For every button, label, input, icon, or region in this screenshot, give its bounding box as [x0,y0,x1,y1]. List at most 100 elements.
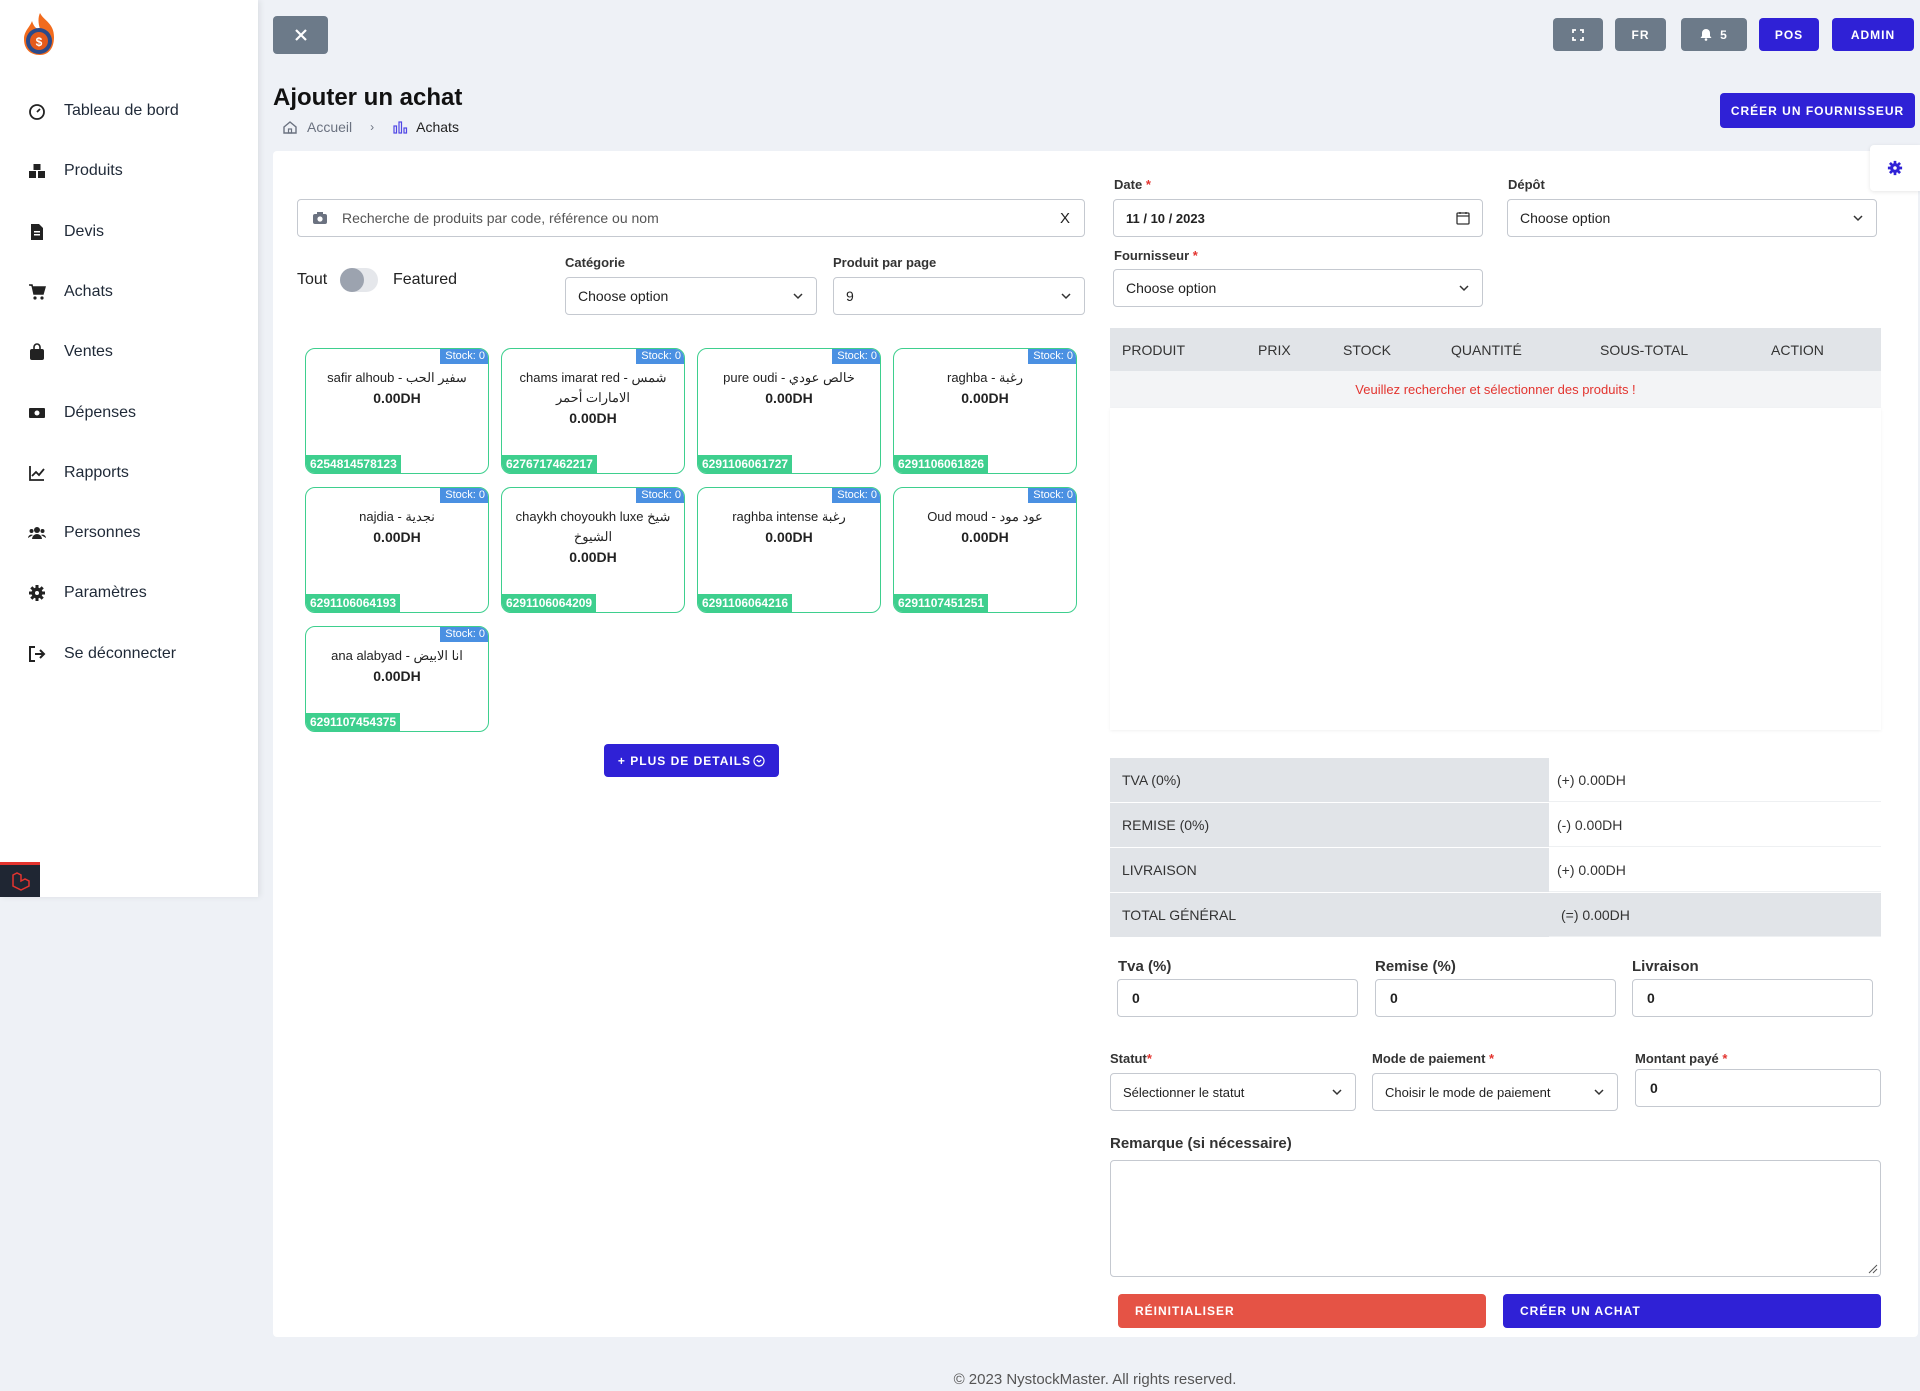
sidebar-item-sales[interactable]: Ventes [28,336,248,368]
pos-button[interactable]: POS [1759,18,1819,51]
close-sidebar-button[interactable] [273,16,328,54]
users-icon [28,527,46,539]
sidebar-item-expenses[interactable]: Dépenses [28,397,248,429]
product-name: najdia - نجدية [359,509,435,524]
home-icon [283,121,297,134]
notifications-button[interactable]: 5 [1681,18,1747,51]
remise-input[interactable]: 0 [1375,979,1616,1017]
supplier-label: Fournisseur * [1114,248,1198,263]
resize-handle-icon[interactable] [1866,1262,1878,1274]
create-supplier-button[interactable]: CRÉER UN FOURNISSEUR [1720,93,1915,128]
sidebar-item-label: Personnes [64,524,141,541]
theme-settings-button[interactable] [1870,145,1920,191]
language-button[interactable]: FR [1615,18,1666,51]
chevron-right-icon: › [370,120,375,134]
svg-text:$: $ [36,35,43,49]
products-table-body [1110,408,1881,730]
sidebar-item-people[interactable]: Personnes [28,517,248,549]
sidebar-item-label: Paramètres [64,584,147,601]
sidebar-item-products[interactable]: Produits [28,155,248,187]
app-logo[interactable]: $ [18,11,62,59]
fullscreen-button[interactable] [1553,18,1603,51]
gear-icon [1887,160,1903,176]
summary-value: (+) 0.00DH [1557,862,1626,878]
create-purchase-button[interactable]: CRÉER UN ACHAT [1503,1294,1881,1328]
sidebar-item-label: Ventes [64,343,113,360]
per-page-select[interactable]: 9 [833,277,1085,315]
product-card[interactable]: Stock: 0 raghba intense رغبة 0.00DH 6291… [697,487,881,613]
product-name: Oud moud - عود مود [927,509,1043,524]
payment-mode-label: Mode de paiement * [1372,1051,1495,1066]
chevron-down-icon [793,293,803,300]
chevron-down-icon [1853,215,1863,222]
sidebar: $ Tableau de bord Produits Devis Achats … [0,0,258,897]
product-name: chaykh choyoukh luxe شيخ الشيوخ [515,509,671,544]
supplier-select[interactable]: Choose option [1113,269,1483,307]
sidebar-item-logout[interactable]: Se déconnecter [28,638,248,670]
calendar-icon [1456,212,1470,225]
sidebar-item-reports[interactable]: Rapports [28,457,248,489]
livraison-input[interactable]: 0 [1632,979,1873,1017]
product-code: 6291106061727 [698,455,793,473]
product-card[interactable]: Stock: 0 chams imarat red - شمس الامارات… [501,348,685,474]
note-textarea[interactable] [1110,1160,1881,1277]
product-card[interactable]: Stock: 0 chaykh choyoukh luxe شيخ الشيوخ… [501,487,685,613]
product-card[interactable]: Stock: 0 raghba - رغبة 0.00DH 6291106061… [893,348,1077,474]
product-price: 0.00DH [765,529,813,545]
product-card[interactable]: Stock: 0 najdia - نجدية 0.00DH 629110606… [305,487,489,613]
product-price: 0.00DH [569,549,617,565]
product-code: 6254814578123 [306,455,401,473]
sidebar-item-purchases[interactable]: Achats [28,276,248,308]
product-name: chams imarat red - شمس الامارات أحمر [519,370,667,405]
product-card[interactable]: Stock: 0 Oud moud - عود مود 0.00DH 62911… [893,487,1077,613]
featured-toggle[interactable] [340,268,378,292]
status-select[interactable]: Sélectionner le statut [1110,1073,1356,1111]
product-price: 0.00DH [765,390,813,406]
product-name: ana alabyad - انا الابيض [331,648,463,663]
amount-paid-input[interactable]: 0 [1635,1069,1881,1107]
stock-badge: Stock: 0 [636,488,684,503]
stock-badge: Stock: 0 [1028,488,1076,503]
summary-row-remise: REMISE (0%) (-) 0.00DH [1110,803,1881,847]
product-price: 0.00DH [373,390,421,406]
bag-icon [30,343,44,360]
date-input[interactable]: 11 / 10 / 2023 [1113,199,1483,237]
product-card[interactable]: Stock: 0 ana alabyad - انا الابيض 0.00DH… [305,626,489,732]
note-label: Remarque (si nécessaire) [1110,1135,1292,1152]
product-card[interactable]: Stock: 0 safir alhoub - سفير الحب 0.00DH… [305,348,489,474]
empty-table-message: Veuillez rechercher et sélectionner des … [1110,371,1881,408]
admin-button[interactable]: ADMIN [1832,18,1914,51]
summary-value: (+) 0.00DH [1557,772,1626,788]
breadcrumb: Accueil › Achats [282,119,459,135]
breadcrumb-current: Achats [416,119,459,135]
sidebar-item-settings[interactable]: Paramètres [28,577,248,609]
category-select[interactable]: Choose option [565,277,817,315]
boxes-icon [29,164,45,178]
category-label: Catégorie [565,255,625,270]
depot-label: Dépôt [1508,177,1545,192]
tva-input[interactable]: 0 [1117,979,1358,1017]
sidebar-item-label: Produits [64,162,123,179]
stock-badge: Stock: 0 [1028,349,1076,364]
breadcrumb-home[interactable]: Accueil [307,119,353,135]
payment-mode-select[interactable]: Choisir le mode de paiement [1372,1073,1618,1111]
notification-count: 5 [1720,27,1728,42]
product-code: 6291106064209 [502,594,597,612]
supplier-value: Choose option [1126,280,1217,296]
clear-search-button[interactable]: X [1059,209,1070,227]
more-details-button[interactable]: + PLUS DE DETAILS [604,744,779,777]
product-card[interactable]: Stock: 0 pure oudi - خالص عودي 0.00DH 62… [697,348,881,474]
date-value: 11 / 10 / 2023 [1126,210,1205,226]
sidebar-item-label: Devis [64,223,105,240]
sidebar-item-dashboard[interactable]: Tableau de bord [28,95,248,127]
reset-button[interactable]: RÉINITIALISER [1118,1294,1486,1328]
product-name: raghba - رغبة [946,370,1023,385]
col-subtotal: SOUS-TOTAL [1600,342,1689,358]
logout-icon [29,646,46,662]
laravel-debug-icon[interactable] [0,862,40,897]
product-search-input[interactable]: Recherche de produits par code, référenc… [297,199,1085,237]
depot-select[interactable]: Choose option [1507,199,1877,237]
stock-badge: Stock: 0 [832,349,880,364]
sidebar-item-label: Se déconnecter [64,645,177,662]
sidebar-item-quotes[interactable]: Devis [28,216,248,248]
